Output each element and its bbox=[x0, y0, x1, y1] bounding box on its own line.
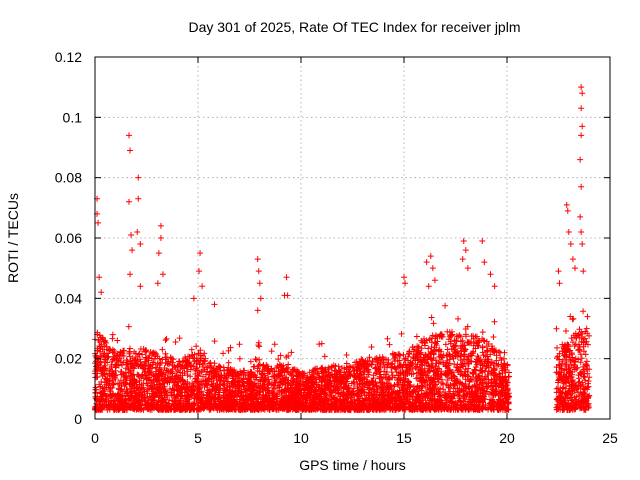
data-point bbox=[381, 368, 388, 375]
data-point bbox=[162, 350, 169, 357]
data-point bbox=[397, 352, 404, 359]
data-point bbox=[422, 378, 429, 385]
x-axis-label: GPS time / hours bbox=[299, 457, 406, 473]
data-point bbox=[382, 374, 389, 381]
data-point bbox=[208, 364, 215, 371]
data-point bbox=[456, 332, 463, 339]
data-point bbox=[444, 346, 451, 353]
data-point bbox=[464, 323, 471, 330]
data-point bbox=[164, 367, 171, 374]
data-point bbox=[395, 382, 402, 389]
data-point bbox=[430, 320, 437, 327]
data-point bbox=[428, 339, 435, 346]
data-point bbox=[188, 346, 195, 353]
data-point bbox=[250, 363, 257, 370]
data-point bbox=[130, 371, 137, 378]
data-point bbox=[487, 351, 494, 358]
data-point bbox=[465, 365, 472, 372]
data-point bbox=[168, 355, 175, 362]
data-point bbox=[236, 355, 243, 362]
data-point bbox=[277, 352, 284, 359]
data-point bbox=[176, 335, 183, 342]
data-point bbox=[479, 349, 486, 356]
data-point bbox=[110, 381, 117, 388]
data-point bbox=[554, 344, 561, 351]
data-point bbox=[256, 343, 263, 350]
data-point bbox=[431, 397, 438, 404]
data-point bbox=[428, 314, 435, 321]
data-point bbox=[425, 345, 432, 352]
data-point bbox=[384, 335, 391, 342]
data-point bbox=[201, 350, 208, 357]
data-point bbox=[576, 378, 583, 385]
data-point bbox=[411, 355, 418, 362]
data-point bbox=[351, 379, 358, 386]
data-point bbox=[493, 387, 500, 394]
data-point bbox=[159, 346, 166, 353]
chart-title: Day 301 of 2025, Rate Of TEC Index for r… bbox=[188, 19, 520, 35]
data-point bbox=[455, 315, 462, 322]
data-point bbox=[163, 335, 170, 342]
data-point bbox=[273, 364, 280, 371]
data-point bbox=[236, 341, 243, 348]
grid-lines bbox=[95, 57, 610, 419]
data-point bbox=[400, 351, 407, 358]
data-point bbox=[172, 338, 179, 345]
data-point bbox=[401, 356, 408, 363]
data-point bbox=[368, 344, 375, 351]
data-point bbox=[271, 386, 278, 393]
data-point bbox=[97, 389, 104, 396]
data-point bbox=[410, 370, 417, 377]
data-point bbox=[125, 323, 132, 330]
data-point bbox=[454, 385, 461, 392]
data-point bbox=[442, 302, 449, 309]
data-point bbox=[271, 341, 278, 348]
data-point bbox=[110, 356, 117, 363]
data-point bbox=[443, 359, 450, 366]
data-point bbox=[479, 329, 486, 336]
data-point bbox=[321, 353, 328, 360]
data-point bbox=[398, 330, 405, 337]
data-point bbox=[318, 340, 325, 347]
data-point bbox=[225, 347, 232, 354]
data-point bbox=[446, 356, 453, 363]
data-point bbox=[187, 366, 194, 373]
data-point bbox=[445, 384, 452, 391]
data-point bbox=[94, 345, 101, 352]
data-point bbox=[162, 337, 169, 344]
y-axis-label: ROTI / TECUs bbox=[5, 193, 21, 283]
data-point bbox=[193, 343, 200, 350]
data-point bbox=[413, 333, 420, 340]
data-point bbox=[491, 318, 498, 325]
data-point bbox=[211, 338, 218, 345]
data-point bbox=[252, 356, 259, 363]
data-point bbox=[220, 350, 227, 357]
data-point bbox=[461, 368, 468, 375]
data-point bbox=[442, 341, 449, 348]
data-point bbox=[316, 341, 323, 348]
data-point bbox=[490, 334, 497, 341]
data-point bbox=[187, 373, 194, 380]
data-point bbox=[135, 372, 142, 379]
data-point bbox=[343, 351, 350, 358]
data-point bbox=[477, 361, 484, 368]
data-point bbox=[268, 348, 275, 355]
data-point bbox=[225, 359, 232, 366]
data-point bbox=[105, 353, 112, 360]
data-point bbox=[211, 360, 218, 367]
data-point bbox=[372, 355, 379, 362]
data-point bbox=[493, 352, 500, 359]
data-points bbox=[92, 84, 593, 413]
data-point bbox=[288, 349, 295, 356]
data-point bbox=[196, 361, 203, 368]
data-point bbox=[386, 341, 393, 348]
data-point bbox=[580, 308, 587, 315]
